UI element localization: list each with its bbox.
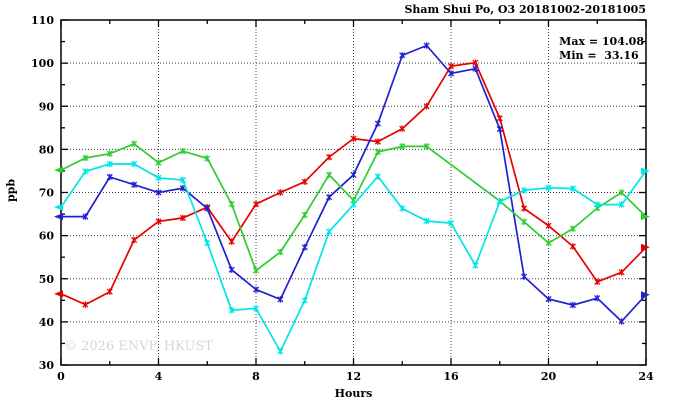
- series-red-end-arrow: [641, 243, 650, 251]
- series-green: [54, 140, 650, 274]
- series-blue: [54, 42, 650, 325]
- series-green-start-arrow: [54, 166, 63, 174]
- svg-text:80: 80: [39, 143, 55, 156]
- svg-text:110: 110: [31, 14, 54, 27]
- series-blue-start-arrow: [54, 213, 63, 221]
- svg-text:60: 60: [39, 230, 55, 243]
- series-red-start-arrow: [54, 290, 63, 298]
- svg-text:100: 100: [31, 57, 54, 70]
- watermark: © 2026 ENVF, HKUST: [64, 339, 213, 354]
- svg-text:50: 50: [39, 273, 55, 286]
- series-green-end-arrow: [641, 213, 650, 221]
- svg-text:40: 40: [39, 316, 55, 329]
- series-blue-markers: [82, 42, 625, 325]
- svg-text:20: 20: [541, 370, 557, 383]
- grid-lines: [61, 20, 646, 365]
- svg-text:16: 16: [443, 370, 459, 383]
- svg-text:90: 90: [39, 100, 55, 113]
- svg-text:12: 12: [346, 370, 361, 383]
- svg-text:4: 4: [155, 370, 163, 383]
- y-tick-labels: 30 40 50 60 70 80 90 100 110: [31, 14, 54, 372]
- series-cyan-start-arrow: [54, 203, 63, 211]
- svg-text:8: 8: [252, 370, 260, 383]
- svg-text:70: 70: [39, 187, 55, 200]
- stats-box: Max = 104.08 Min = 33.16: [559, 35, 644, 63]
- svg-text:0: 0: [57, 370, 65, 383]
- series-green-markers: [82, 140, 625, 274]
- series-red-markers: [82, 59, 625, 308]
- series-cyan: [54, 160, 650, 355]
- x-axis-title: Hours: [334, 387, 373, 400]
- chart-title: Sham Shui Po, O3 20181002-20181005: [404, 3, 646, 16]
- x-tick-labels: 0 4 8 12 16 20 24: [57, 370, 654, 383]
- max-value-label: Max = 104.08: [559, 35, 644, 48]
- y-axis-title: ppb: [4, 178, 18, 203]
- svg-text:30: 30: [39, 359, 55, 372]
- series-cyan-markers: [82, 160, 625, 355]
- series-red: [54, 59, 650, 308]
- min-value-label: Min = 33.16: [559, 49, 639, 62]
- series-blue-end-arrow: [641, 291, 650, 299]
- svg-text:24: 24: [638, 370, 654, 383]
- series-cyan-end-arrow: [641, 167, 650, 175]
- axis-ticks: [60, 19, 647, 366]
